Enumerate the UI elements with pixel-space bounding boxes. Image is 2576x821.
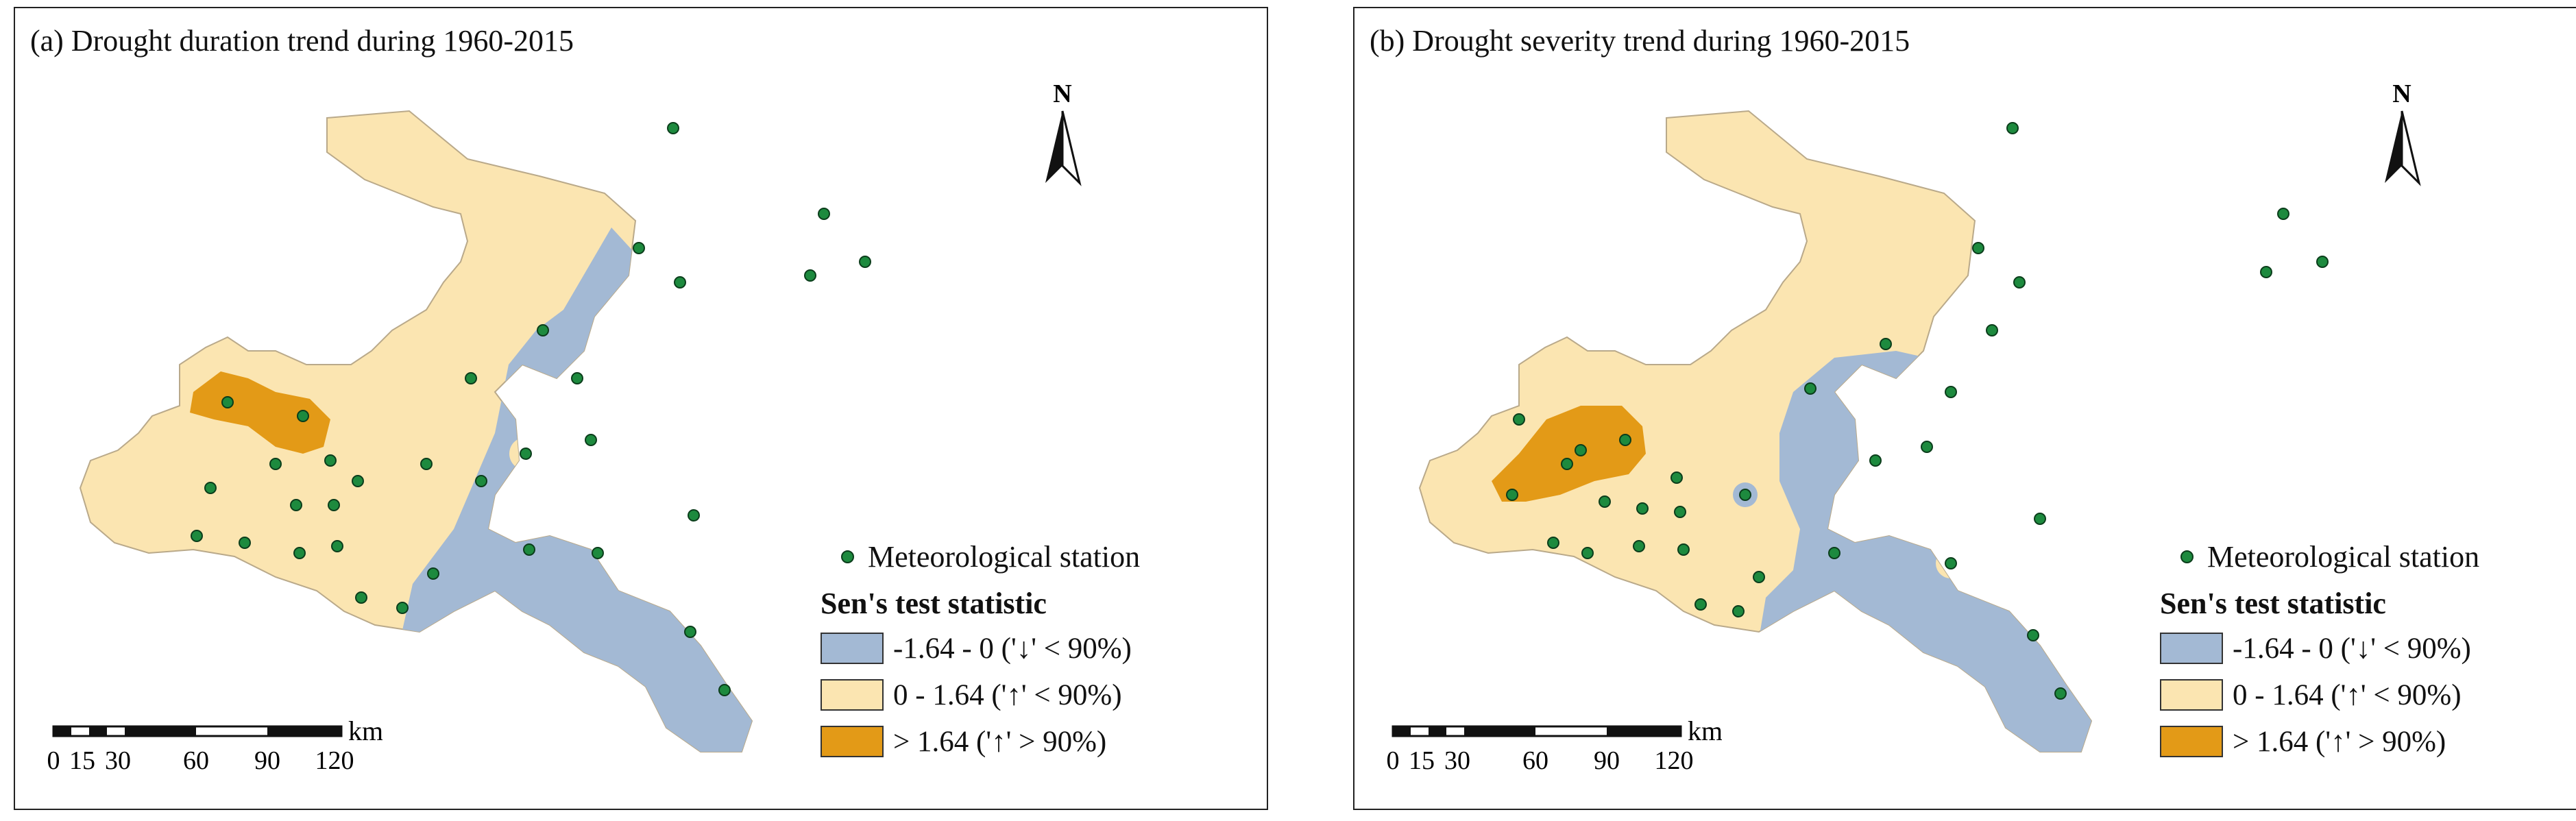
scale-tick: 0 [47,746,60,775]
decrease-zone [1759,351,2091,752]
stations [1506,122,2329,700]
scale-tick: 30 [105,746,131,775]
station-symbol [841,550,854,563]
decrease-swatch [821,633,884,664]
scale-bar: km 0 15 30 60 90 120 [47,720,383,775]
trend-map [79,110,877,752]
legend-station-label: Meteorological station [2207,539,2480,574]
scale-tick: 120 [315,746,354,775]
legend: Meteorological station Sen's test statis… [821,536,1259,765]
significant-zone [1492,406,1646,502]
decrease-swatch [2160,633,2223,664]
legend-station: Meteorological station [2160,536,2576,577]
legend-class-label: 0 - 1.64 ('↑' < 90%) [2233,678,2462,711]
north-arrow: N [2385,79,2421,186]
scale-tick: 15 [1409,746,1435,775]
scale-tick: 30 [1444,746,1470,775]
legend-class: -1.64 - 0 ('↓' < 90%) [2160,625,2576,672]
legend-class-label: -1.64 - 0 ('↓' < 90%) [893,632,1132,665]
scale-tick: 15 [69,746,95,775]
scale-tick: 90 [1594,746,1620,775]
legend-class-label: > 1.64 ('↑' > 90%) [2233,725,2446,758]
legend-station: Meteorological station [821,536,1259,577]
scale-tick: 90 [254,746,280,775]
significant-swatch [2160,726,2223,757]
stations [191,122,871,696]
scale-tick: 60 [1522,746,1548,775]
significant-swatch [821,726,884,757]
scale-tick: 60 [183,746,209,775]
north-label: N [2392,79,2411,108]
significant-zone [190,371,330,454]
legend-class: 0 - 1.64 ('↑' < 90%) [2160,672,2576,718]
panel-title: (b) Drought severity trend during 1960-2… [1370,24,1910,58]
legend-class-label: 0 - 1.64 ('↑' < 90%) [893,678,1122,711]
increase-swatch [2160,679,2223,711]
scale-unit: km [1688,720,1722,746]
scale-tick: 120 [1655,746,1694,775]
station-symbol [2180,550,2194,563]
legend-class: 0 - 1.64 ('↑' < 90%) [821,672,1259,718]
legend-class: > 1.64 ('↑' > 90%) [821,718,1259,765]
increase-swatch [821,679,884,711]
legend-header: Sen's test statistic [2160,587,2386,620]
scale-unit: km [348,720,382,746]
north-arrow: N [1045,79,1082,186]
legend-header: Sen's test statistic [821,587,1047,620]
legend: Meteorological station Sen's test statis… [2160,536,2576,765]
panel-a: (a) Drought duration trend during 1960-2… [14,7,1268,810]
significant-zone-ne [2246,162,2335,241]
panel-b: (b) Drought severity trend during 1960-2… [1353,7,2576,810]
scale-tick: 0 [1387,746,1400,775]
legend-class: > 1.64 ('↑' > 90%) [2160,718,2576,765]
decrease-pocket [839,246,877,284]
north-label: N [1053,79,1071,108]
trend-map [1418,110,2335,752]
legend-class-label: -1.64 - 0 ('↓' < 90%) [2233,632,2471,665]
panel-title: (a) Drought duration trend during 1960-2… [30,24,574,58]
legend-class-label: > 1.64 ('↑' > 90%) [893,725,1107,758]
legend-station-label: Meteorological station [868,539,1141,574]
scale-bar: km 0 15 30 60 90 120 [1387,720,1723,775]
legend-class: -1.64 - 0 ('↓' < 90%) [821,625,1259,672]
